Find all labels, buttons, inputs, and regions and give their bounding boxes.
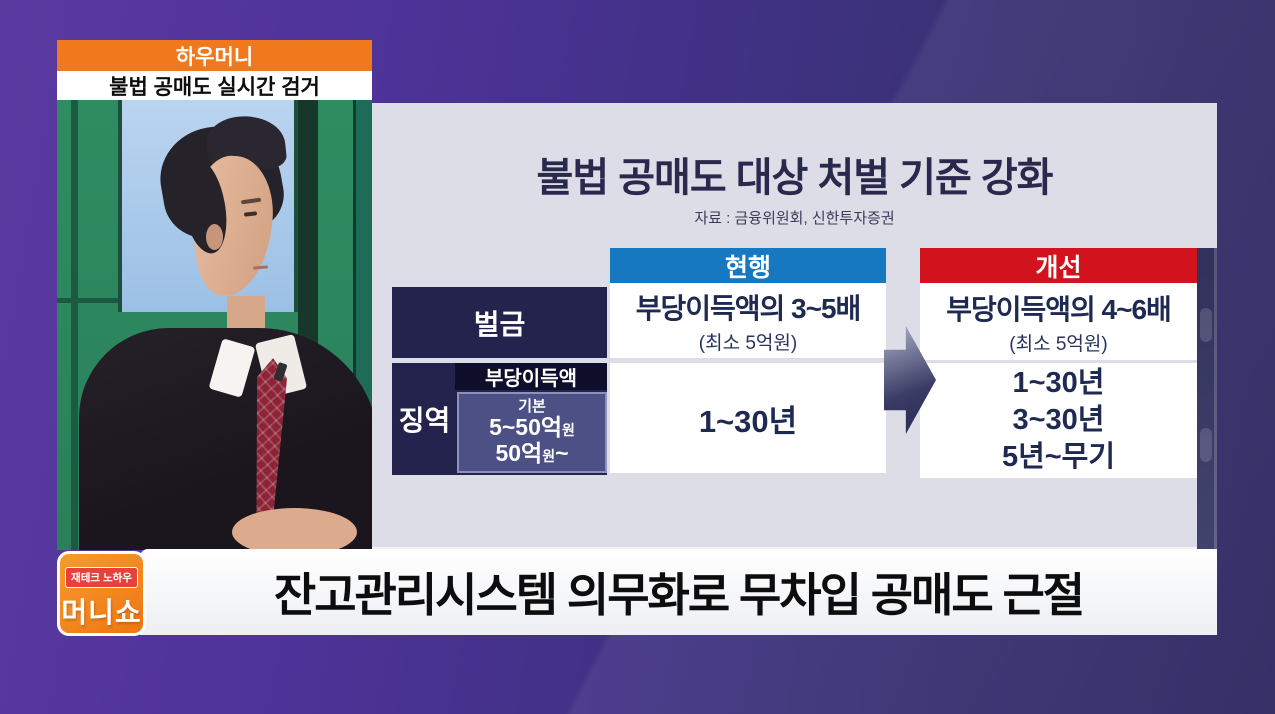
- presenter-hands: [232, 508, 357, 550]
- cell-fine-improved: 부당이득액의 4~6배 (최소 5억원): [920, 283, 1197, 360]
- prison-subheader: 부당이득액: [455, 363, 607, 390]
- tier-mid: 5~50억원: [489, 415, 575, 440]
- tier-high: 50억원~: [495, 439, 569, 466]
- tier-mid-unit: 원: [562, 422, 575, 439]
- tier-high-unit: 원: [542, 447, 556, 464]
- prison-improved-line-1: 1~30년: [1012, 367, 1105, 399]
- fine-improved-note: (최소 5억원): [1009, 333, 1108, 355]
- column-header-improved: 개선: [920, 248, 1197, 283]
- infographic-title: 불법 공매도 대상 처벌 기준 강화: [536, 156, 1054, 200]
- prison-current-value: 1~30년: [698, 403, 798, 439]
- tier-mid-amount: 5~50억: [489, 414, 563, 441]
- topic-banner-label: 불법 공매도 실시간 검거: [109, 75, 320, 99]
- fine-current-value: 부당이득액의 3~5배: [635, 292, 862, 324]
- prison-improved-line-2: 3~30년: [1012, 404, 1105, 436]
- studio-wall-line: [57, 298, 118, 303]
- logo-name: 머니쇼: [61, 597, 142, 628]
- ticker-bar: 잔고관리시스템 의무화로 무차입 공매도 근절: [140, 549, 1217, 635]
- tier-high-amount: 50억: [495, 439, 543, 466]
- cell-fine-current: 부당이득액의 3~5배 (최소 5억원): [610, 283, 886, 358]
- program-badge: 하우머니: [57, 40, 372, 71]
- fine-current-note: (최소 5억원): [698, 332, 798, 354]
- accent-glow: [1200, 428, 1212, 462]
- topic-banner: 불법 공매도 실시간 검거: [57, 71, 372, 100]
- row-label-prison: 징역: [398, 405, 451, 436]
- ticker-headline: 잔고관리시스템 의무화로 무차입 공매도 근절: [273, 569, 1085, 621]
- moneyshow-logo: 재테크 노하우 머니쇼: [57, 551, 146, 636]
- cell-prison-current: 1~30년: [610, 363, 886, 473]
- studio-video: [57, 100, 372, 550]
- tier-basic: 기본: [518, 397, 546, 415]
- row-label-fine: 벌금: [392, 287, 607, 358]
- cell-prison-improved: 1~30년 3~30년 5년~무기: [920, 363, 1197, 478]
- studio-wall-stripe: [71, 100, 78, 550]
- prison-improved-line-3: 5년~무기: [1001, 441, 1116, 473]
- infographic-panel: 불법 공매도 대상 처벌 기준 강화 자료 : 금융위원회, 신한투자증권 현행…: [372, 103, 1217, 550]
- program-badge-label: 하우머니: [175, 45, 254, 69]
- prison-tier-box: 기본 5~50억원 50억원~: [457, 392, 607, 473]
- tier-high-suffix: ~: [555, 439, 569, 466]
- panel-right-accent: [1197, 248, 1217, 550]
- column-header-current: 현행: [610, 248, 886, 283]
- accent-glow: [1200, 308, 1212, 342]
- fine-improved-value: 부당이득액의 4~6배: [946, 293, 1172, 325]
- infographic-source: 자료 : 금융위원회, 신한투자증권: [694, 210, 895, 227]
- presenter-ear: [206, 224, 223, 250]
- logo-tagline: 재테크 노하우: [65, 567, 138, 588]
